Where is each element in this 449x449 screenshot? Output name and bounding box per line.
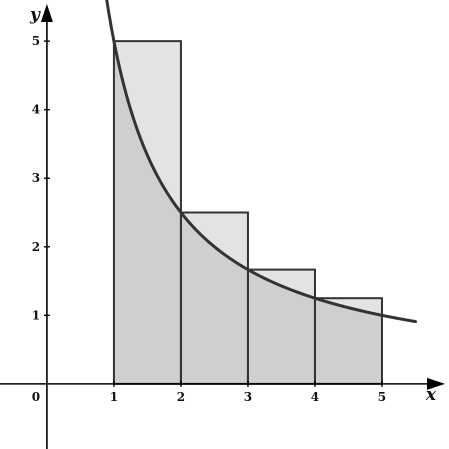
- x-tick-label-4: 4: [311, 390, 319, 404]
- axes-layer: [0, 4, 445, 449]
- y-tick-label-3: 3: [32, 171, 40, 185]
- y-tick-label-4: 4: [32, 103, 40, 117]
- x-tick-label-1: 1: [110, 390, 118, 404]
- y-tick-label-2: 2: [32, 240, 40, 254]
- y-axis-arrow-icon: [40, 4, 53, 22]
- x-tick-label-3: 3: [244, 390, 252, 404]
- origin-label: 0: [32, 390, 40, 404]
- curve-line: [105, 0, 417, 324]
- labels-layer: 1 2 3 4 5 1 2 3 4 5 0 x y: [29, 5, 437, 405]
- x-axis-arrow-icon: [427, 377, 445, 390]
- x-axis-label: x: [425, 385, 437, 405]
- x-tick-label-2: 2: [177, 390, 185, 404]
- x-tick-label-5: 5: [378, 390, 386, 404]
- y-tick-label-5: 5: [32, 34, 40, 48]
- curve-layer: [105, 0, 417, 324]
- y-tick-label-1: 1: [32, 308, 40, 322]
- y-axis-label: y: [29, 5, 41, 25]
